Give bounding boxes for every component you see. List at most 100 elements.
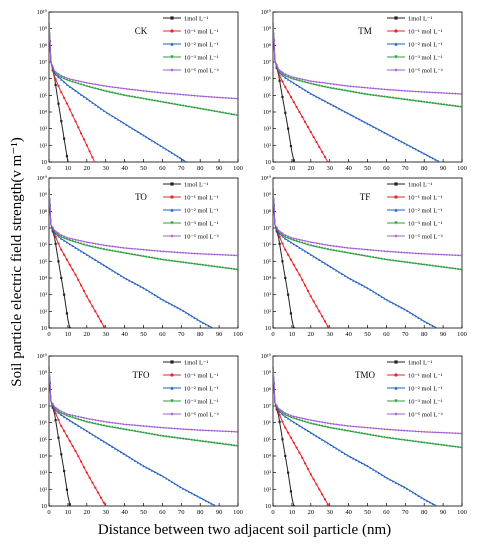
- data-point: [165, 250, 168, 253]
- data-point: [459, 268, 462, 271]
- data-point: [289, 416, 293, 419]
- legend-label: 10⁻² mol L⁻¹: [408, 42, 443, 49]
- series-group: [273, 186, 462, 328]
- data-point: [116, 272, 120, 276]
- data-point: [372, 94, 375, 97]
- data-point: [71, 114, 74, 117]
- data-point: [150, 256, 154, 259]
- data-point: [122, 251, 125, 254]
- data-point: [60, 233, 63, 237]
- data-point: [406, 309, 409, 312]
- data-point: [108, 113, 111, 116]
- data-point: [162, 435, 165, 438]
- data-point: [133, 459, 137, 462]
- data-point: [102, 440, 105, 443]
- data-point: [204, 264, 207, 267]
- data-point: [167, 435, 171, 438]
- data-point: [335, 423, 338, 426]
- data-point: [340, 450, 344, 454]
- data-point: [60, 410, 63, 413]
- data-point: [233, 268, 236, 271]
- data-point: [281, 95, 284, 99]
- y-tick-label: 10³: [39, 127, 47, 133]
- data-point: [85, 429, 88, 433]
- data-point: [57, 232, 60, 235]
- data-point: [391, 437, 395, 440]
- data-point: [114, 447, 117, 450]
- data-point: [295, 76, 298, 80]
- data-point: [97, 243, 100, 246]
- data-point: [108, 244, 111, 248]
- data-point: [292, 100, 295, 104]
- data-point: [111, 269, 114, 272]
- data-point: [182, 251, 185, 254]
- panel-title: TM: [358, 26, 372, 36]
- data-point: [122, 276, 125, 279]
- data-point: [321, 243, 324, 246]
- data-point: [309, 419, 312, 422]
- data-point: [77, 82, 80, 85]
- data-point: [71, 237, 74, 241]
- data-point: [301, 456, 304, 459]
- data-point: [179, 437, 182, 440]
- data-point: [312, 255, 315, 258]
- data-point: [230, 430, 233, 433]
- data-point: [60, 424, 63, 428]
- data-point: [457, 105, 460, 108]
- data-point: [193, 106, 196, 109]
- data-point: [329, 103, 332, 106]
- data-point: [332, 422, 335, 426]
- data-point: [182, 93, 185, 96]
- data-point: [326, 86, 329, 89]
- data-point: [309, 130, 312, 134]
- data-point: [136, 248, 139, 251]
- data-point: [119, 93, 122, 96]
- data-point: [170, 250, 173, 254]
- data-point: [235, 114, 238, 117]
- data-point: [445, 266, 448, 269]
- data-point: [304, 89, 307, 92]
- x-tick-label: 100: [457, 165, 467, 172]
- data-point: [355, 425, 358, 428]
- data-point: [105, 442, 108, 445]
- data-point: [451, 253, 454, 257]
- data-point: [213, 441, 216, 444]
- x-tick-label: 70: [402, 331, 409, 338]
- y-tick-label: 10⁷: [263, 60, 271, 66]
- legend-marker: [394, 412, 398, 416]
- data-point: [68, 263, 71, 266]
- data-point: [196, 439, 199, 442]
- data-point: [142, 431, 145, 434]
- data-point: [145, 98, 148, 101]
- data-point: [459, 105, 462, 108]
- legend-marker: [394, 208, 398, 212]
- data-point: [428, 101, 431, 104]
- data-point: [357, 118, 361, 121]
- data-point: [204, 108, 207, 111]
- data-point: [454, 432, 457, 435]
- x-tick-label: 40: [121, 331, 128, 338]
- data-point: [184, 93, 188, 97]
- data-point: [340, 84, 344, 87]
- data-point: [184, 428, 188, 431]
- data-point: [88, 417, 91, 421]
- data-point: [423, 498, 426, 501]
- data-point: [292, 415, 295, 418]
- data-point: [145, 466, 148, 469]
- data-point: [301, 87, 304, 90]
- y-tick-label: 10²: [263, 143, 271, 149]
- data-point: [170, 259, 173, 263]
- data-point: [54, 235, 57, 238]
- data-point: [389, 250, 392, 253]
- data-point: [165, 101, 168, 104]
- data-point: [273, 39, 276, 42]
- data-point: [394, 259, 397, 263]
- data-point: [428, 430, 431, 434]
- data-point: [326, 442, 329, 445]
- data-point: [352, 85, 355, 88]
- data-point: [403, 142, 406, 145]
- data-point: [179, 251, 182, 254]
- data-point: [159, 473, 162, 477]
- x-tick-label: 30: [326, 509, 333, 516]
- data-point: [434, 265, 437, 268]
